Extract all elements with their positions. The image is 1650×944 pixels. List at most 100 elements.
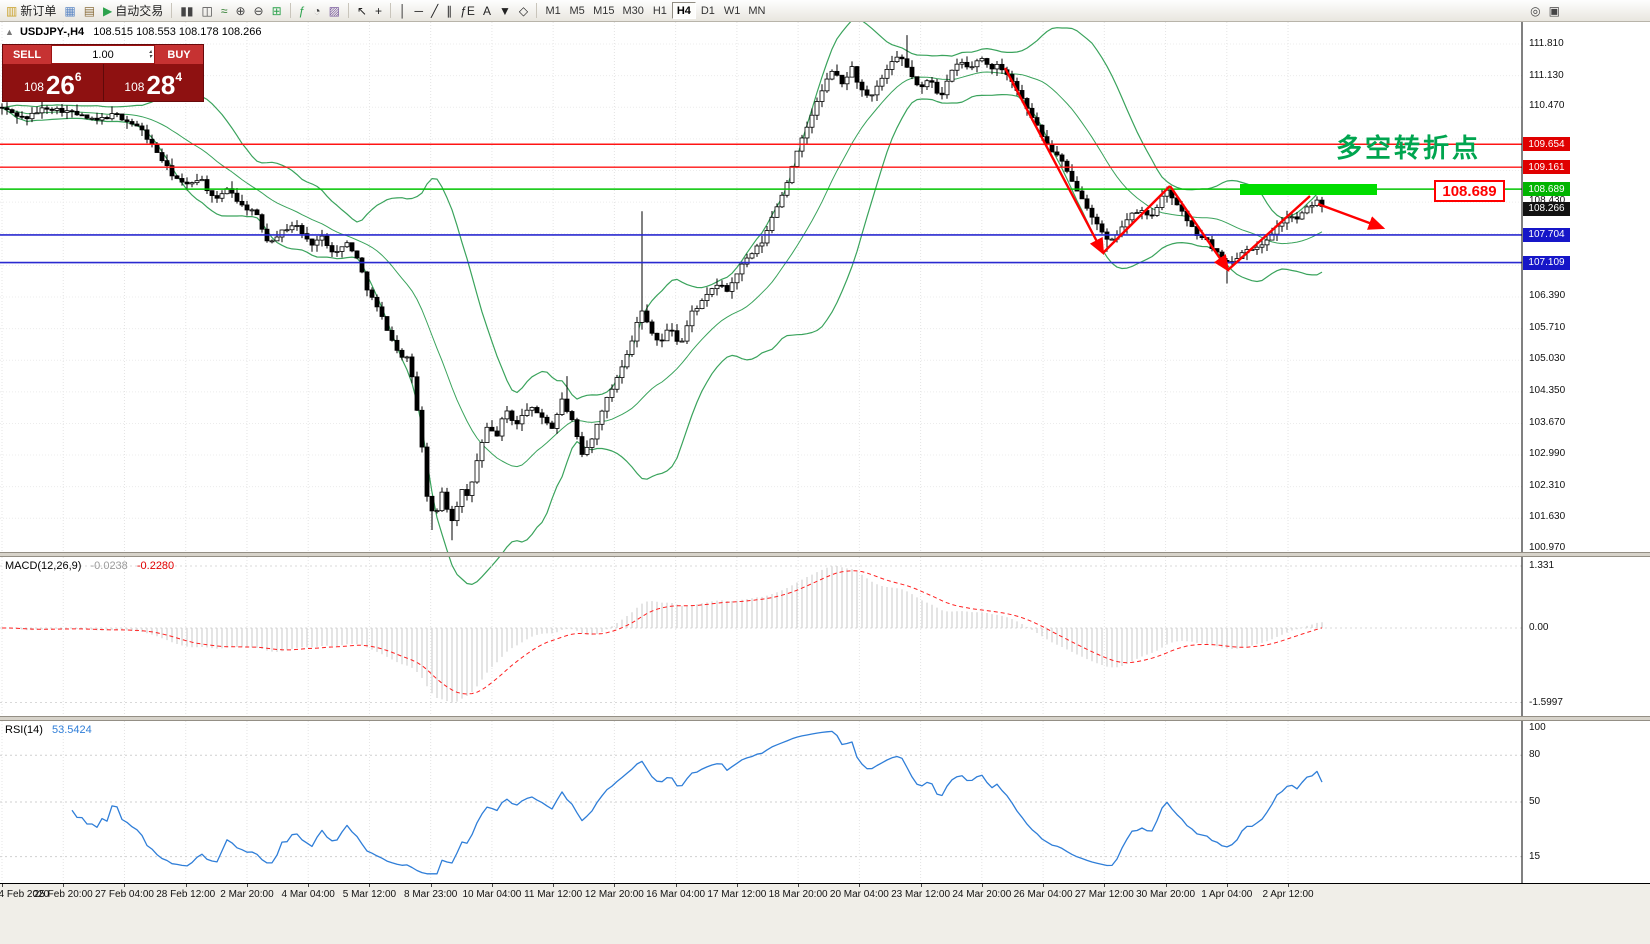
time-axis-label: 27 Mar 12:00 — [1074, 889, 1134, 900]
new-order-button[interactable]: ▥ 新订单 — [2, 2, 60, 20]
autotrading-button[interactable]: ▶ 自动交易 — [99, 2, 167, 20]
time-axis-label: 17 Mar 12:00 — [707, 889, 767, 900]
price-scale-label: 101.630 — [1529, 511, 1566, 523]
time-tick — [63, 884, 65, 887]
timeframe-m15[interactable]: M15 — [593, 4, 615, 17]
timeframe-m1[interactable]: M1 — [545, 4, 561, 17]
trend-arrows-annotation[interactable] — [1003, 67, 1386, 272]
periods-icon: ◔ — [313, 3, 321, 18]
time-axis-label: 25 Feb 20:00 — [33, 889, 93, 900]
timeframe-w1[interactable]: W1 — [723, 4, 741, 17]
price-flag-annotation[interactable]: 108.689 — [1434, 180, 1505, 202]
time-tick — [1043, 884, 1045, 887]
tile-windows-icon[interactable]: ⊞ — [268, 2, 286, 20]
buy-price[interactable]: 108 28 4 — [102, 64, 204, 101]
bollinger-bands — [1, 18, 1323, 586]
trendline-icon: ╱ — [431, 3, 439, 18]
templates-icon: ▨ — [328, 3, 340, 18]
templates-icon[interactable]: ▨ — [325, 2, 344, 20]
price-scale-label: 103.670 — [1529, 416, 1566, 428]
line-chart-type-icon[interactable]: ≈ — [217, 2, 232, 20]
time-axis-label: 1 Apr 04:00 — [1201, 889, 1253, 900]
time-tick — [124, 884, 126, 887]
indicators-icon[interactable]: ƒ — [295, 2, 310, 20]
price-scale-label: 105.710 — [1529, 321, 1566, 333]
buy-price-big: 28 — [146, 70, 176, 100]
panel-splitter-rsi[interactable] — [0, 716, 1650, 721]
turning-point-annotation[interactable]: 多空转折点 — [1336, 133, 1482, 163]
timeframe-d1[interactable]: D1 — [700, 4, 715, 17]
spinner-up-icon[interactable]: ▴ — [148, 48, 152, 55]
workspace-icon[interactable]: ▣ — [1548, 3, 1560, 18]
cursor-icon: ↖ — [356, 3, 367, 18]
time-tick — [920, 884, 922, 887]
text-icon[interactable]: A — [479, 2, 495, 20]
channel-icon: ∥ — [446, 3, 453, 18]
zoom-out-icon[interactable]: ⊖ — [250, 2, 268, 20]
price-badge-red: 109.161 — [1523, 160, 1570, 175]
symbol-period-label: USDJPY-,H4 — [19, 26, 85, 38]
trendline-icon[interactable]: ╱ — [427, 2, 442, 20]
candlestick-type-icon: ◫ — [201, 3, 213, 18]
shapes-icon[interactable]: ◇ — [515, 2, 532, 20]
price-scale[interactable]: 111.810 111.130 110.470 108.430 106.390 105.7… — [1523, 22, 1650, 882]
time-axis-label: 11 Mar 12:00 — [524, 889, 583, 900]
time-axis-label: 28 Feb 12:00 — [156, 889, 216, 900]
periods-icon[interactable]: ◔ — [309, 2, 324, 20]
chart-window-icon[interactable]: ▦ — [60, 2, 79, 20]
bar-chart-type-icon[interactable]: ▮▮ — [176, 2, 197, 20]
vertical-line-icon[interactable]: │ — [395, 2, 411, 20]
timeframe-mn[interactable]: MN — [748, 4, 766, 17]
highlight-bar-annotation[interactable] — [1240, 184, 1377, 195]
bar-chart-type-icon: ▮▮ — [180, 3, 194, 18]
price-badge-blue: 107.109 — [1523, 255, 1570, 270]
ohlc-values: 108.515 108.553 108.178 108.266 — [93, 26, 262, 38]
time-tick — [1288, 884, 1290, 887]
timeframe-h4[interactable]: H4 — [671, 2, 696, 19]
panel-splitter-macd[interactable] — [0, 552, 1650, 557]
cursor-icon[interactable]: ↖ — [353, 2, 371, 20]
time-axis-label: 18 Mar 20:00 — [768, 889, 828, 900]
sell-button[interactable]: SELL — [3, 45, 51, 64]
sell-price[interactable]: 108 26 6 — [3, 64, 103, 101]
arrows-icon[interactable]: ▼ — [495, 2, 515, 20]
time-tick — [675, 884, 677, 887]
zoom-in-icon: ⊕ — [235, 3, 246, 18]
timeframe-h1[interactable]: H1 — [652, 4, 667, 17]
profiles-icon[interactable]: ▤ — [80, 2, 99, 20]
horizontal-line-icon[interactable]: ─ — [411, 2, 428, 20]
horizontal-lines[interactable] — [0, 143, 1522, 264]
price-scale-label: 104.350 — [1529, 384, 1566, 396]
buy-button[interactable]: BUY — [155, 45, 203, 64]
channel-icon[interactable]: ∥ — [442, 2, 456, 20]
autotrading-icon: ▶ — [103, 3, 113, 18]
zoom-in-icon[interactable]: ⊕ — [231, 2, 249, 20]
price-scale-label: 100.970 — [1529, 542, 1566, 554]
rsi-scale-label: 50 — [1529, 796, 1541, 807]
line-chart-type-icon: ≈ — [220, 3, 228, 18]
time-axis-label: 26 Mar 04:00 — [1013, 889, 1073, 900]
volume-spinner[interactable]: ▴ ▾ — [148, 48, 152, 60]
time-tick — [798, 884, 800, 887]
rsi-line — [0, 730, 1522, 875]
timeframe-m30[interactable]: M30 — [622, 4, 644, 17]
spinner-down-icon[interactable]: ▾ — [148, 53, 152, 60]
crosshair-icon: + — [374, 3, 382, 18]
profiles-icon: ▤ — [83, 3, 96, 18]
fibonacci-icon[interactable]: ƒE — [456, 2, 479, 20]
one-click-panel-toggle-icon[interactable]: ▲ — [5, 27, 14, 37]
candlestick-type-icon[interactable]: ◫ — [198, 2, 217, 20]
volume-input[interactable]: 1.00 ▴ ▾ — [52, 46, 154, 63]
search-icon[interactable]: ◎ — [1530, 3, 1541, 18]
time-axis-label: 10 Mar 04:00 — [462, 889, 522, 900]
timeframe-m5[interactable]: M5 — [569, 4, 585, 17]
crosshair-icon[interactable]: + — [371, 2, 386, 20]
time-tick — [1165, 884, 1167, 887]
vertical-line-icon: │ — [399, 3, 407, 18]
new-order-icon: ▥ — [6, 3, 18, 18]
sell-price-sup: 6 — [74, 70, 82, 84]
time-axis-label: 8 Mar 23:00 — [403, 889, 458, 900]
